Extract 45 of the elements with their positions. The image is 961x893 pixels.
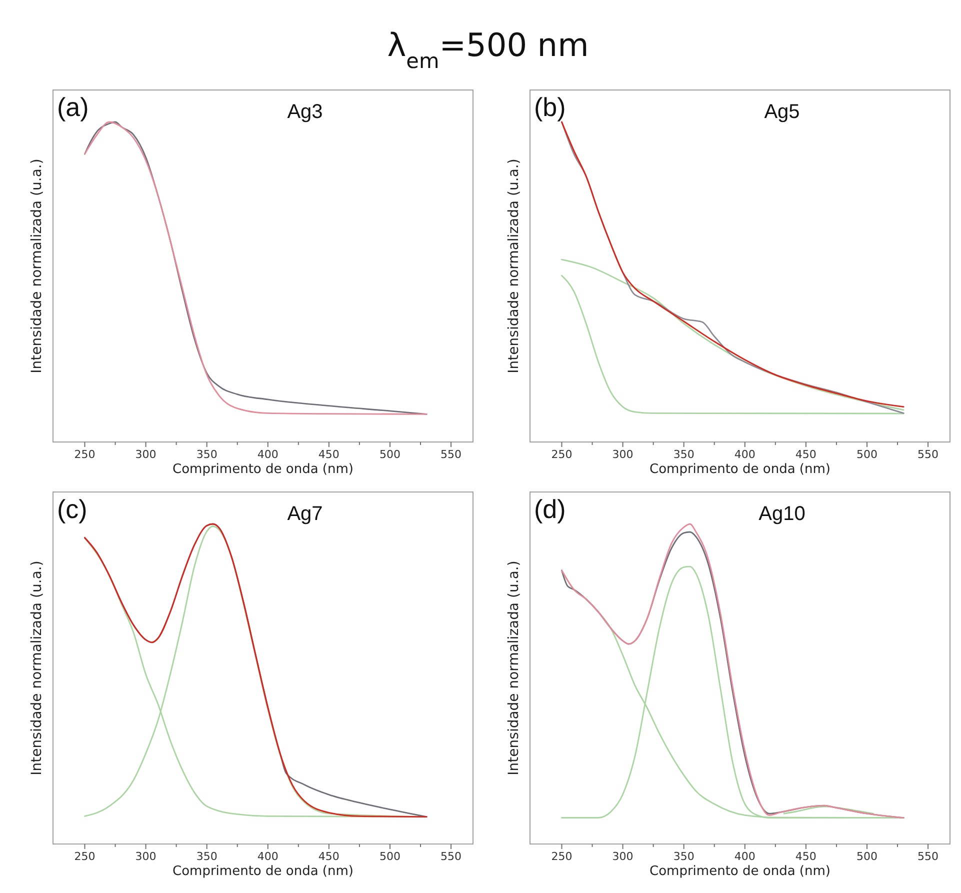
x-tick-label: 550 xyxy=(918,448,939,461)
x-axis-title: Comprimento de onda (nm) xyxy=(172,462,354,477)
x-tick-label: 500 xyxy=(379,850,400,863)
x-tick-label: 550 xyxy=(440,850,462,863)
x-axis-title: Comprimento de onda (nm) xyxy=(650,462,830,477)
x-tick-label: 550 xyxy=(440,448,462,461)
x-tick-label: 300 xyxy=(612,448,634,461)
x-tick-label: 500 xyxy=(856,850,878,863)
x-tick-label: 250 xyxy=(551,850,572,863)
annotation: Ag10 xyxy=(758,503,806,525)
x-tick-label: 500 xyxy=(856,448,878,461)
x-tick-label: 500 xyxy=(379,448,400,461)
text: (b) xyxy=(534,92,566,122)
annotation: (a) xyxy=(57,92,89,122)
x-tick-label: 350 xyxy=(673,448,694,461)
x-tick-label: 400 xyxy=(734,448,756,461)
x-tick-label: 300 xyxy=(135,850,156,863)
annotation: (c) xyxy=(57,494,88,524)
y-axis-title: Intensidade normalizada (u.a.) xyxy=(29,158,45,374)
text: (d) xyxy=(534,494,566,524)
annotation: Ag5 xyxy=(764,101,800,123)
x-axis-title: Comprimento de onda (nm) xyxy=(172,864,354,879)
x-tick-label: 250 xyxy=(74,850,96,863)
x-tick-label: 450 xyxy=(318,850,340,863)
x-tick-label: 350 xyxy=(673,850,694,863)
y-axis-title: Intensidade normalizada (u.a.) xyxy=(506,158,522,374)
chart-title: λ$_{em}$=500 nm xyxy=(387,26,589,73)
x-tick-label: 350 xyxy=(196,448,218,461)
x-tick-label: 300 xyxy=(612,850,634,863)
x-tick-label: 350 xyxy=(196,850,218,863)
annotation: Ag3 xyxy=(287,101,323,123)
x-tick-label: 450 xyxy=(795,850,816,863)
x-tick-label: 400 xyxy=(734,850,756,863)
x-tick-label: 450 xyxy=(318,448,340,461)
x-tick-label: 250 xyxy=(74,448,96,461)
x-tick-label: 300 xyxy=(135,448,156,461)
x-tick-label: 400 xyxy=(257,448,278,461)
y-axis-title: Intensidade normalizada (u.a.) xyxy=(29,560,45,776)
x-axis-title: Comprimento de onda (nm) xyxy=(650,864,830,879)
x-tick-label: 550 xyxy=(918,850,939,863)
x-tick-label: 450 xyxy=(795,448,816,461)
y-axis-title: Intensidade normalizada (u.a.) xyxy=(506,560,522,776)
x-tick-label: 250 xyxy=(551,448,572,461)
x-tick-label: 400 xyxy=(257,850,278,863)
annotation: Ag7 xyxy=(287,503,323,525)
